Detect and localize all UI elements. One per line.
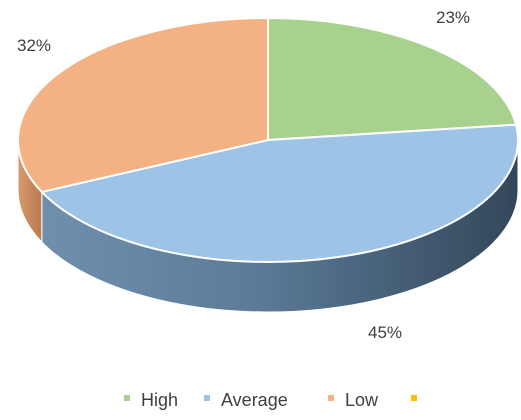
legend: High Average Low <box>124 390 417 410</box>
pie-slice-average <box>40 123 519 263</box>
pie-slice-high <box>267 17 518 141</box>
data-labels: 23% 45% 32% <box>17 8 470 342</box>
data-label-average: 45% <box>368 323 402 342</box>
pie-slices <box>17 17 519 263</box>
legend-item-average: Average <box>204 390 288 410</box>
legend-item-low: Low <box>328 390 379 410</box>
legend-item-high: High <box>124 390 178 410</box>
legend-label: Low <box>345 390 379 410</box>
legend-swatch <box>411 395 417 401</box>
legend-label: High <box>141 390 178 410</box>
legend-swatch <box>124 395 130 401</box>
data-label-high: 23% <box>436 8 470 27</box>
legend-label: Average <box>221 390 288 410</box>
legend-swatch <box>204 395 210 401</box>
legend-item-unlabeled <box>411 395 417 401</box>
pie-slice-low <box>17 17 269 193</box>
legend-swatch <box>328 395 334 401</box>
data-label-low: 32% <box>17 36 51 55</box>
